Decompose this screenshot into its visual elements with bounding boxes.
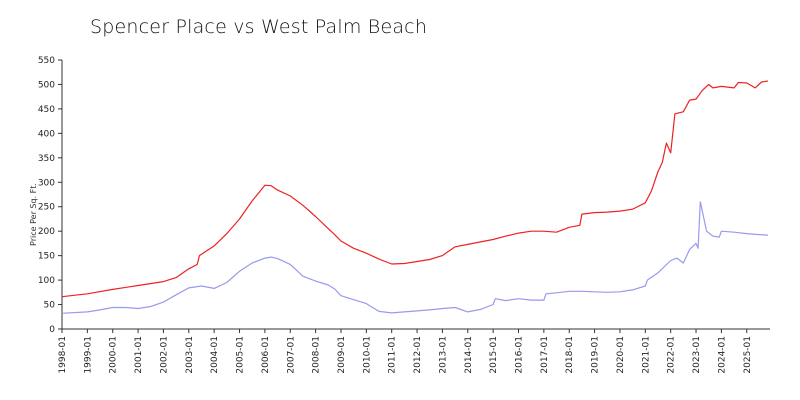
x-tick-label: 2025-01 [743,336,753,374]
y-tick-label: 200 [38,227,55,237]
y-tick-label: 100 [38,276,55,286]
x-tick-label: 2016-01 [515,336,525,374]
x-tick-label: 2004-01 [210,336,220,374]
y-tick-label: 500 [38,80,55,90]
x-tick-label: 2010-01 [362,336,372,374]
x-tick-label: 2007-01 [286,336,296,374]
y-tick-label: 0 [49,325,55,335]
y-tick-label: 350 [38,154,55,164]
x-tick-label: 2012-01 [413,336,423,374]
y-tick-label: 50 [44,301,56,311]
chart-title: Spencer Place vs West Palm Beach [90,16,428,38]
x-tick-label: 2011-01 [388,336,398,374]
x-tick-label: 2002-01 [159,336,169,374]
x-tick-label: 2013-01 [438,336,448,374]
x-tick-label: 2001-01 [134,336,144,374]
axes: 0 50 100 150 200 250 300 350 400 450 500 550 1998-01… [38,56,770,374]
x-tick-label: 2019-01 [591,336,601,374]
y-tick-label: 300 [38,178,55,188]
y-tick-label: 400 [38,129,55,139]
x-tick-label: 2018-01 [565,336,575,374]
x-tick-label: 2003-01 [185,336,195,374]
x-tick-label: 2020-01 [616,336,626,374]
x-tick-label: 2000-01 [109,336,119,374]
y-tick-label: 550 [38,56,55,66]
y-tick-label: 150 [38,252,55,262]
x-tick-label: 2022-01 [667,336,677,374]
x-tick-label: 2009-01 [337,336,347,374]
series-line-2 [61,201,768,314]
x-tick-label: 2005-01 [236,336,246,374]
series-layer [61,80,768,314]
y-tick-label: 450 [38,105,55,115]
y-tick-label: 250 [38,203,55,213]
x-tick-label: 2014-01 [464,336,474,374]
x-tick-label: 2017-01 [540,336,550,374]
x-tick-label: 2008-01 [312,336,322,374]
x-tick-label: 2023-01 [692,336,702,374]
y-axis-label: Price Per Sq. Ft. [29,183,38,246]
x-tick-label: 1998-01 [58,336,68,374]
x-tick-label: 2021-01 [641,336,651,374]
x-tick-label: 2006-01 [261,336,271,374]
series-line-1 [61,80,768,298]
x-tick-label: 1999-01 [83,336,93,374]
x-tick-label: 2024-01 [717,336,727,374]
x-tick-label: 2015-01 [489,336,499,374]
